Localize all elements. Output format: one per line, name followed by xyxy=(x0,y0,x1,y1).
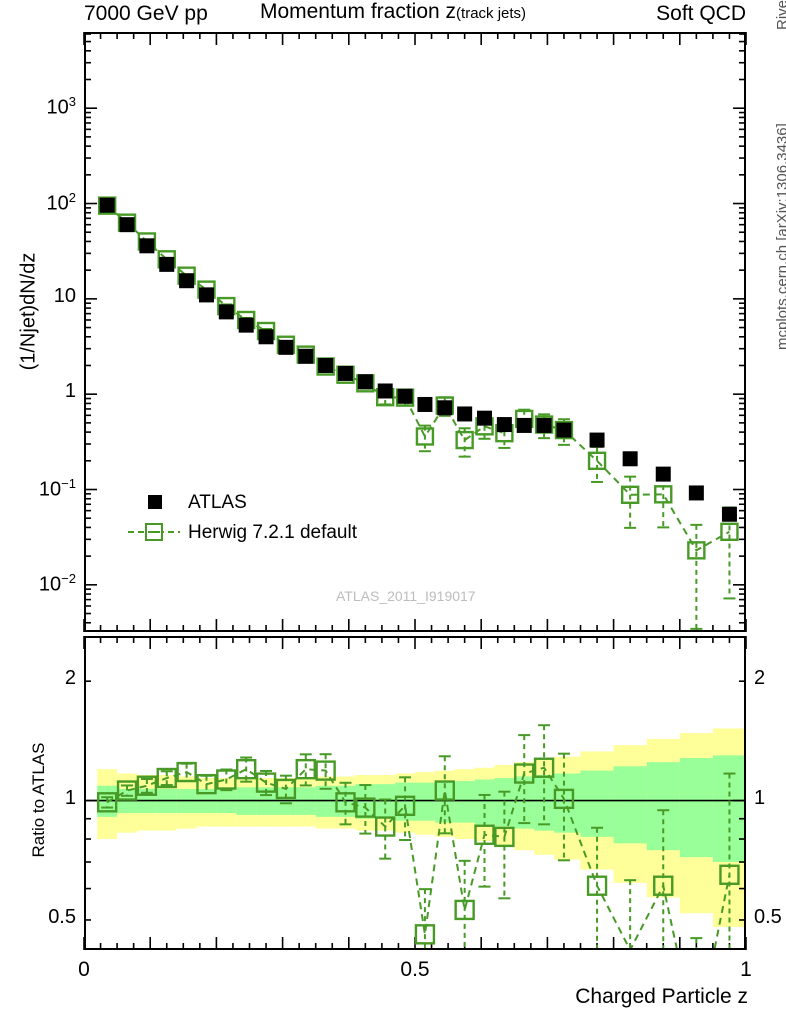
x-tick-label: 0.5 xyxy=(400,958,430,981)
atlas-point-main xyxy=(477,410,493,426)
plot-title-sub: (track jets) xyxy=(456,5,527,22)
atlas-point-main xyxy=(357,374,373,390)
y-tick-label-main: 102 xyxy=(46,189,76,215)
atlas-point-main xyxy=(516,417,532,433)
atlas-point-main xyxy=(377,383,393,399)
atlas-point-main xyxy=(99,197,115,213)
atlas-point-main xyxy=(119,217,135,233)
atlas-point-main xyxy=(655,466,671,482)
atlas-point-main xyxy=(417,396,433,412)
herwig-point-ratio xyxy=(653,809,674,950)
herwig-point-ratio xyxy=(295,753,316,787)
herwig-point-ratio xyxy=(196,773,217,795)
atlas-point-main xyxy=(218,304,234,320)
herwig-point-main xyxy=(687,523,706,630)
herwig-point-ratio xyxy=(494,790,515,900)
y-tick-label-main: 10−1 xyxy=(38,475,76,501)
herwig-point-ratio xyxy=(216,768,237,792)
atlas-point-main xyxy=(622,451,638,467)
herwig-point-ratio xyxy=(514,734,535,825)
legend-label-herwig: Herwig 7.2.1 default xyxy=(188,522,357,543)
atlas-point-main xyxy=(688,485,704,501)
header-beam-label: 7000 GeV pp xyxy=(84,2,208,25)
herwig-point-ratio xyxy=(434,755,455,835)
plot-title: Momentum fraction z(track jets) xyxy=(0,0,786,24)
y-tick-label-main: 10 xyxy=(53,284,76,307)
atlas-point-main xyxy=(337,365,353,381)
y-tick-label-ratio-right: 1 xyxy=(754,786,766,809)
herwig-point-ratio xyxy=(553,752,575,862)
y-tick-label-main: 103 xyxy=(46,94,76,119)
atlas-point-main xyxy=(298,348,314,364)
analysis-watermark: ATLAS_2011_I919017 xyxy=(336,588,476,604)
atlas-point-main xyxy=(437,400,453,416)
series-atlas-main xyxy=(99,197,737,522)
legend-label-atlas: ATLAS xyxy=(188,492,247,513)
y-tick-label-ratio-left: 2 xyxy=(64,667,76,690)
herwig-point-ratio xyxy=(414,888,436,950)
herwig-point-ratio xyxy=(136,775,158,796)
herwig-point-ratio xyxy=(116,780,138,801)
herwig-point-ratio xyxy=(176,761,197,783)
herwig-point-main xyxy=(620,475,640,529)
atlas-point-main xyxy=(238,317,254,333)
atlas-point-main xyxy=(198,287,214,303)
herwig-point-ratio xyxy=(255,769,277,797)
herwig-point-ratio xyxy=(375,798,396,860)
herwig-point-main xyxy=(720,506,739,600)
herwig-point-ratio xyxy=(394,776,416,842)
atlas-point-main xyxy=(159,256,175,272)
legend-marker-filled-square xyxy=(148,495,162,509)
atlas-point-main xyxy=(397,388,413,404)
atlas-point-main xyxy=(536,417,552,433)
herwig-point-ratio xyxy=(690,937,703,950)
plot-title-main: Momentum fraction z xyxy=(259,0,457,23)
herwig-point-ratio xyxy=(355,784,376,835)
x-axis-label: Charged Particle z xyxy=(575,985,748,1008)
series-herwig-ratio xyxy=(96,724,740,950)
herwig-point-ratio xyxy=(719,772,740,950)
ratio-panel-frame xyxy=(84,636,746,950)
atlas-point-main xyxy=(179,273,195,289)
header-process-label: Soft QCD xyxy=(656,2,746,25)
herwig-point-ratio xyxy=(624,879,637,950)
y-tick-label-ratio-right: 2 xyxy=(754,667,766,690)
atlas-point-main xyxy=(589,432,605,448)
herwig-point-ratio xyxy=(275,774,297,805)
main-panel-frame xyxy=(84,32,746,632)
y-tick-label-ratio-right: 0.5 xyxy=(754,905,782,928)
atlas-point-main xyxy=(139,238,155,254)
y-tick-label-main: 1 xyxy=(64,380,76,403)
atlas-point-main xyxy=(457,406,473,422)
atlas-point-main xyxy=(496,417,512,433)
y-tick-label-ratio-left: 0.5 xyxy=(48,905,76,928)
atlas-point-main xyxy=(721,506,737,522)
herwig-point-ratio xyxy=(335,781,356,826)
atlas-point-main xyxy=(318,357,334,373)
herwig-point-main xyxy=(415,424,435,453)
atlas-point-main xyxy=(278,339,294,355)
legend-marker-open-square-dashed xyxy=(128,523,180,541)
herwig-point-ratio xyxy=(533,724,555,826)
atlas-point-main xyxy=(258,329,274,345)
y-tick-label-main: 10−2 xyxy=(38,570,76,596)
herwig-point-ratio xyxy=(315,753,336,790)
x-tick-label: 0 xyxy=(78,958,90,981)
herwig-point-ratio xyxy=(474,793,495,888)
herwig-point-ratio xyxy=(454,859,475,950)
x-tick-label: 1 xyxy=(740,958,752,981)
herwig-point-ratio xyxy=(96,792,118,813)
herwig-point-ratio xyxy=(156,767,177,789)
herwig-point-main xyxy=(455,427,474,458)
atlas-point-main xyxy=(556,422,572,438)
herwig-point-ratio xyxy=(235,756,257,783)
y-tick-label-ratio-left: 1 xyxy=(64,786,76,809)
